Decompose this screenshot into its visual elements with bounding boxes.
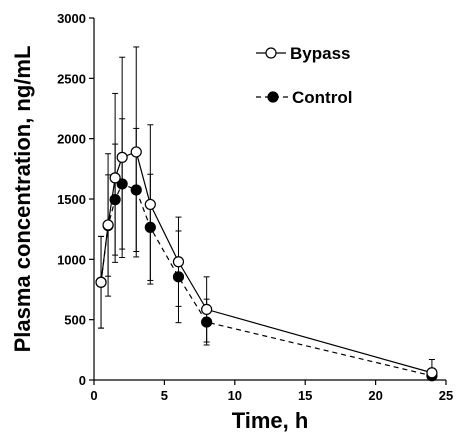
y-tick-label: 0 xyxy=(79,373,86,388)
x-tick-label: 0 xyxy=(90,388,97,403)
legend-marker-control xyxy=(267,91,279,103)
x-tick-label: 5 xyxy=(161,388,168,403)
data-point-bypass xyxy=(95,276,107,288)
y-axis-title: Plasma concentration, ng/mL xyxy=(10,46,35,353)
legend-label-bypass: Bypass xyxy=(290,44,350,63)
y-tick-label: 2500 xyxy=(57,71,86,86)
data-point-bypass xyxy=(102,219,114,231)
data-point-bypass xyxy=(109,172,121,184)
y-tick-label: 500 xyxy=(64,313,86,328)
x-tick-label: 25 xyxy=(439,388,453,403)
x-ticks: 0 5 10 15 20 25 xyxy=(90,380,453,403)
legend-label-control: Control xyxy=(292,88,352,107)
legend-item-control: Control xyxy=(256,88,352,107)
x-axis-title: Time, h xyxy=(232,408,309,433)
y-axis: 0 500 1000 1500 2000 2500 3000 Plasma concentr… xyxy=(10,11,95,388)
series-control xyxy=(95,118,438,382)
legend-item-bypass: Bypass xyxy=(256,44,350,63)
x-tick-label: 20 xyxy=(368,388,382,403)
series-line-control xyxy=(100,183,433,377)
legend-marker-bypass xyxy=(265,47,277,59)
data-point-bypass xyxy=(116,151,128,163)
data-point-bypass xyxy=(426,367,438,379)
data-point-bypass xyxy=(130,146,142,158)
x-axis: 0 5 10 15 20 25 Time, h xyxy=(90,379,453,433)
data-point-bypass xyxy=(144,198,156,211)
series-bypass xyxy=(95,46,438,381)
plot-area xyxy=(95,46,438,382)
y-ticks: 0 500 1000 1500 2000 2500 3000 xyxy=(57,11,94,388)
y-tick-label: 3000 xyxy=(57,11,86,26)
x-tick-label: 15 xyxy=(298,388,312,403)
y-tick-label: 2000 xyxy=(57,132,86,147)
y-tick-label: 1500 xyxy=(57,192,86,207)
x-tick-label: 10 xyxy=(228,388,242,403)
y-tick-label: 1000 xyxy=(57,252,86,267)
legend: Bypass Control xyxy=(256,44,352,107)
data-point-bypass xyxy=(201,303,213,316)
data-point-bypass xyxy=(172,256,185,268)
